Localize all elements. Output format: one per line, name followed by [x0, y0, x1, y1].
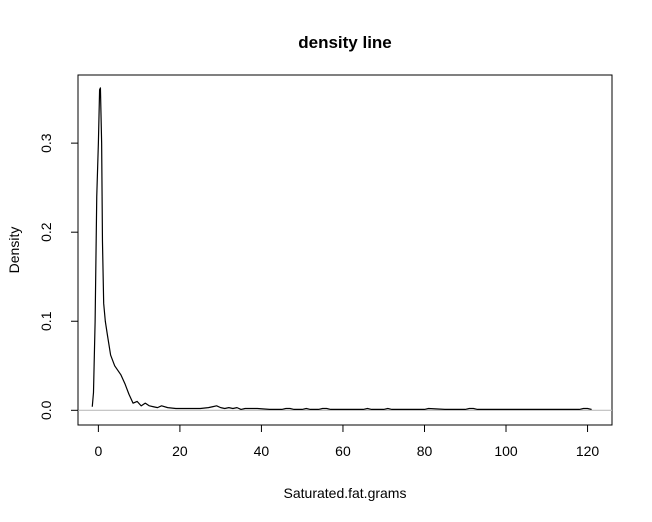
y-tick-label: 0.3 [38, 133, 54, 153]
y-axis: 0.0 0.1 0.2 0.3 [38, 133, 79, 420]
density-line-0 [91, 87, 592, 411]
x-tick-label: 40 [254, 443, 270, 459]
y-tick-label: 0.2 [38, 222, 54, 242]
chart-title: density line [298, 33, 392, 52]
x-tick-label: 0 [94, 443, 102, 459]
y-axis-label: Density [6, 227, 22, 274]
x-tick-label: 120 [576, 443, 600, 459]
density-series [91, 87, 592, 411]
x-tick-label: 100 [494, 443, 518, 459]
x-axis: 0 20 40 60 80 100 120 [94, 424, 600, 459]
y-tick-label: 0.1 [38, 311, 54, 331]
x-tick-label: 80 [417, 443, 433, 459]
y-tick-label: 0.0 [38, 400, 54, 420]
x-tick-label: 20 [172, 443, 188, 459]
plot-frame [77, 74, 613, 426]
x-tick-label: 60 [335, 443, 351, 459]
x-axis-label: Saturated.fat.grams [284, 485, 407, 501]
